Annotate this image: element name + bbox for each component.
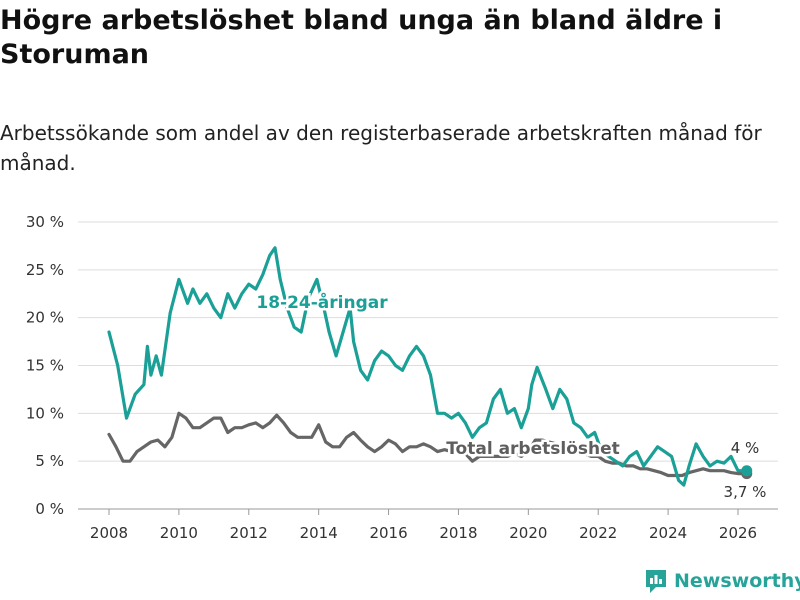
series-label-total: Total arbetslöshet [446,439,620,459]
gridlines [78,221,778,510]
series-line-total [107,411,749,478]
y-tick-label: 5 % [35,452,64,470]
newsworthy-logo-icon [646,570,666,593]
y-tick-label: 25 % [26,261,64,279]
y-tick-label: 20 % [26,309,64,327]
x-tick-label: 2026 [719,524,757,542]
x-tick-label: 2014 [300,524,338,542]
chart-title: Högre arbetslöshet bland unga än bland ä… [0,5,723,70]
x-tick-label: 2018 [439,524,477,542]
series-label-youth: 18-24-åringar [256,291,388,313]
end-point-youth [741,465,753,477]
end-label-total: 3,7 % [724,483,767,501]
end-label-youth: 4 % [731,439,760,457]
newsworthy-logo: Newsworthy [644,568,800,594]
x-tick-label: 2016 [369,524,407,542]
x-tick-label: 2024 [649,524,687,542]
x-tick-label: 2008 [90,524,128,542]
brand-name: Newsworthy [674,570,800,592]
series-labels: 18-24-åringar Total arbetslöshet 4 % 3,7 % [254,289,769,504]
y-tick-label: 15 % [26,357,64,375]
x-tick-label: 2010 [160,524,198,542]
chart-subtitle: Arbetssökande som andel av den registerb… [0,121,762,175]
y-tick-label: 30 % [26,213,64,231]
axes: 0 % 5 % 10 % 15 % 20 % 25 % 30 % 2008 2010 2012 20… [26,213,757,542]
series-line-youth [107,246,749,487]
y-tick-label: 10 % [26,404,64,422]
x-tick-label: 2012 [230,524,268,542]
series-layer [107,246,753,487]
y-tick-label: 0 % [35,500,64,518]
x-tick-label: 2022 [579,524,617,542]
x-tick-label: 2020 [509,524,547,542]
